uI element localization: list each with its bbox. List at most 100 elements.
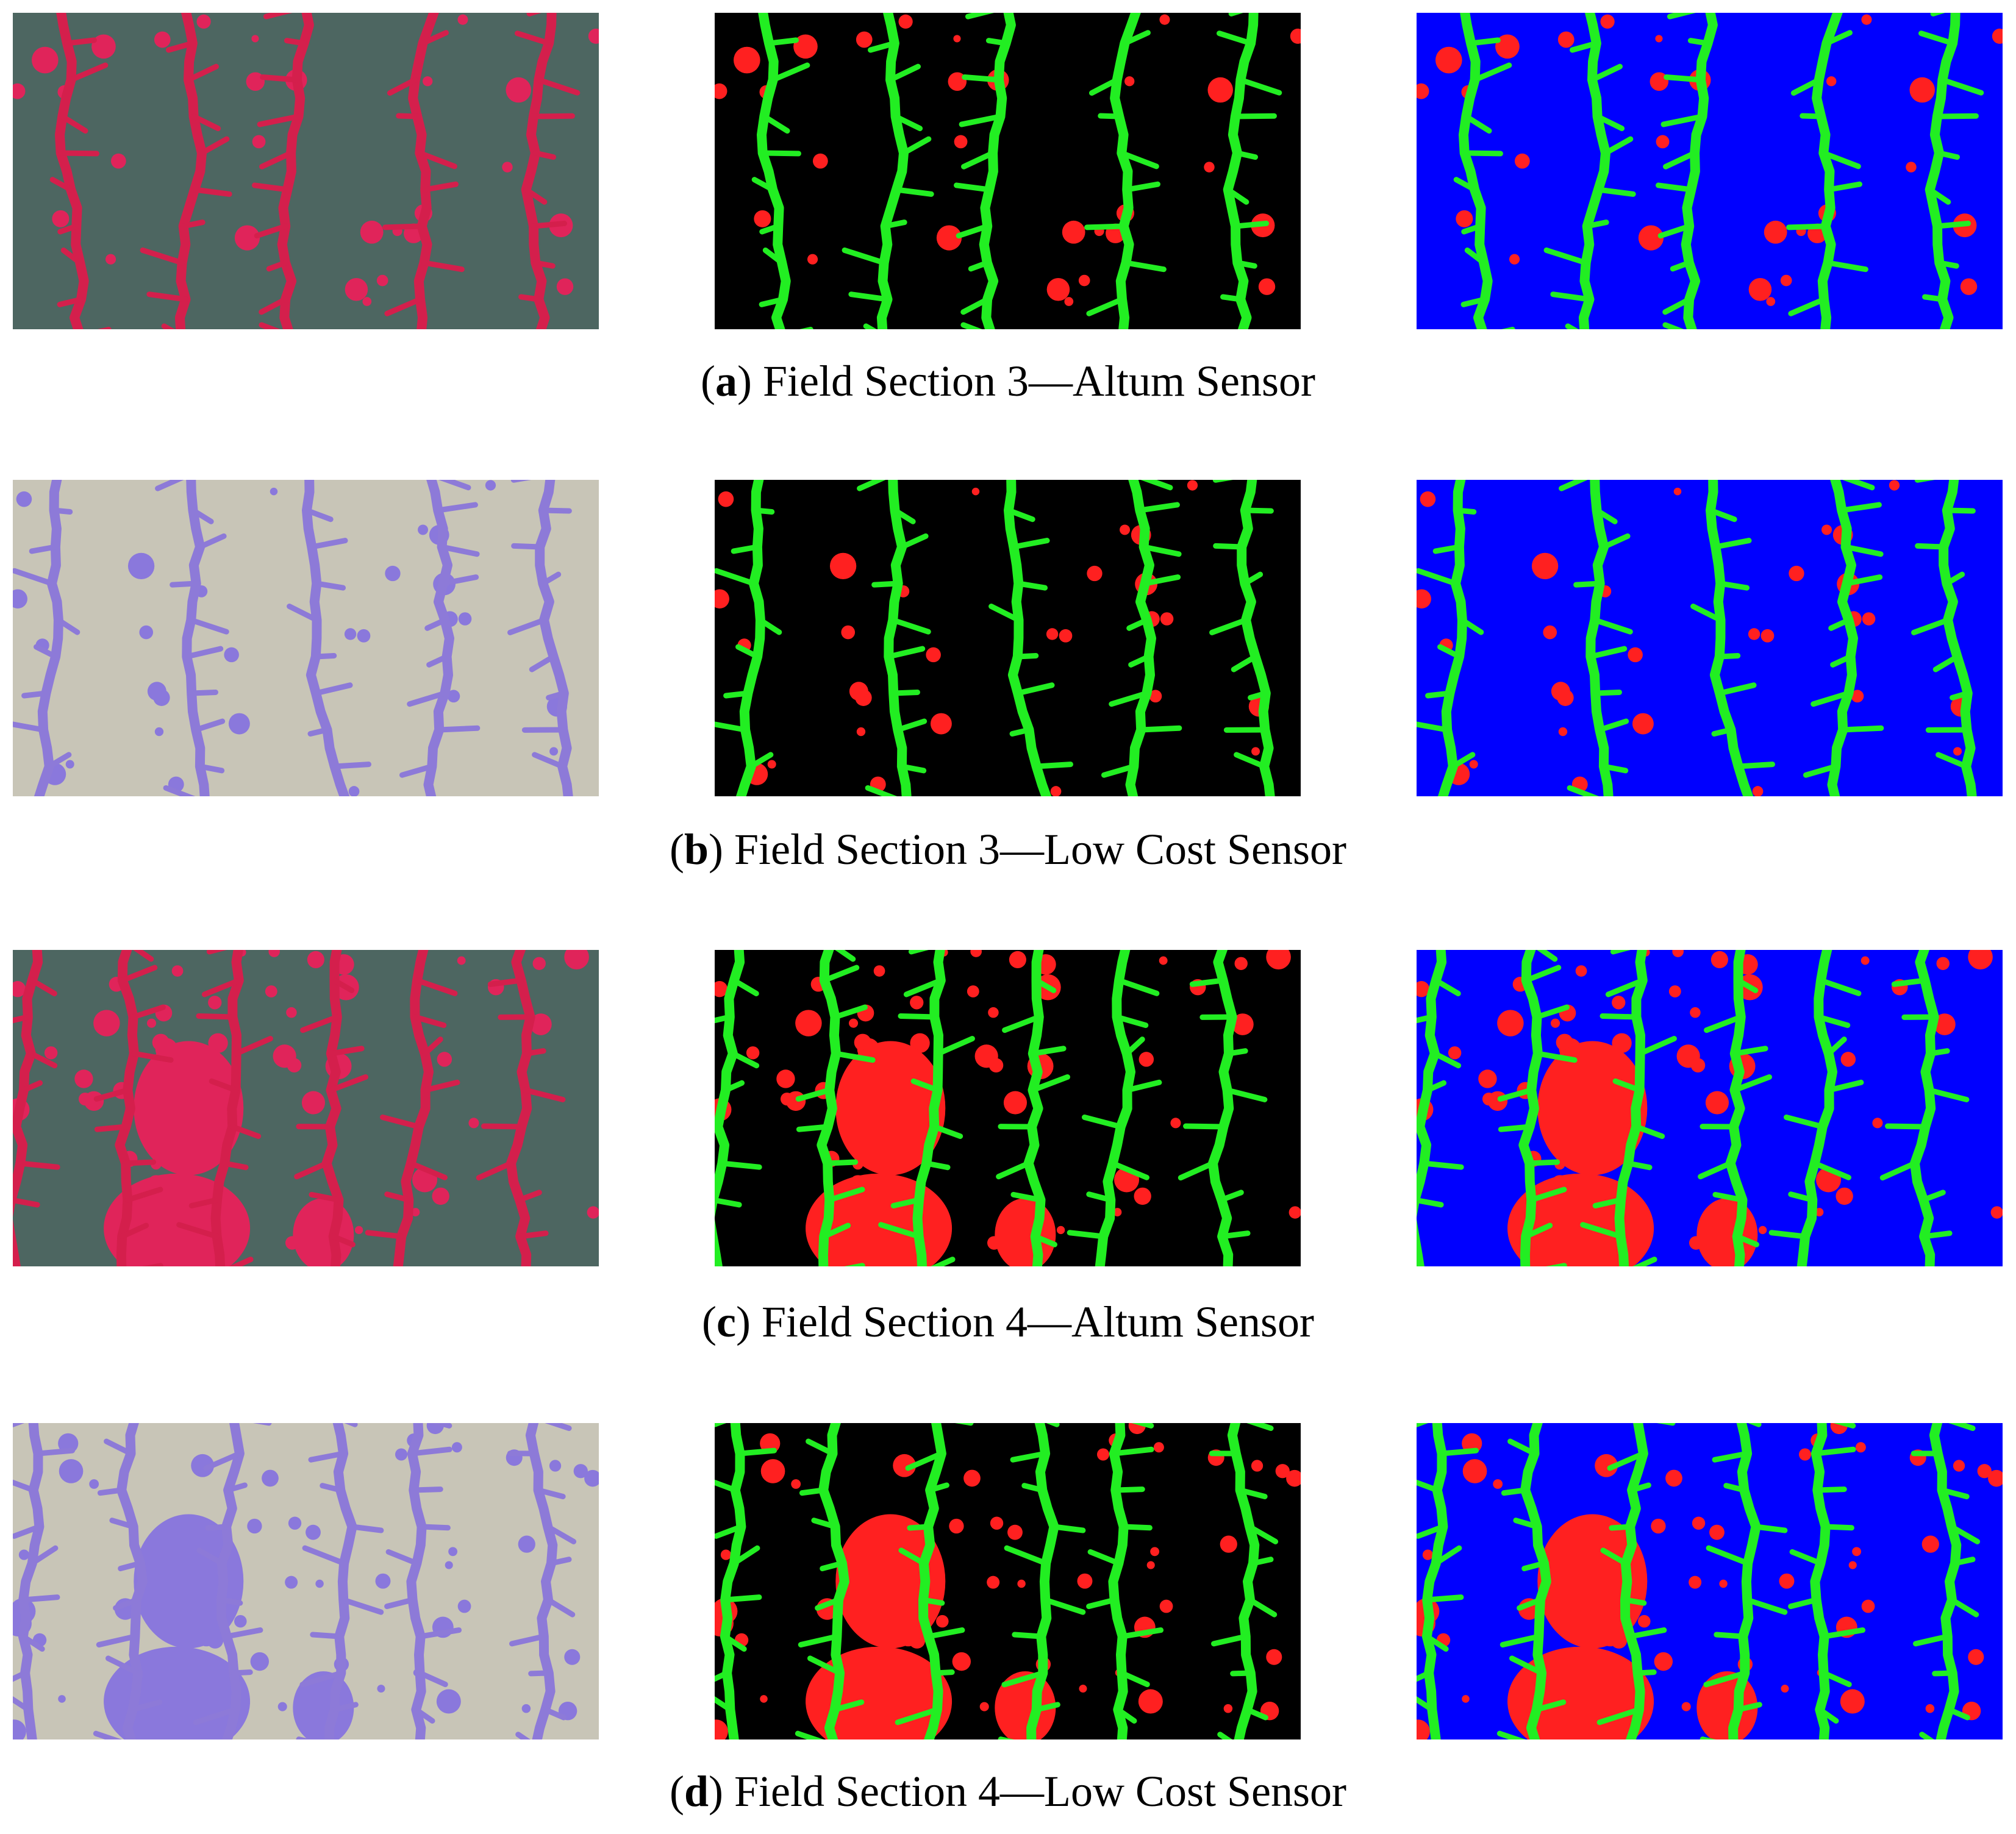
crop-leaf <box>229 1124 262 1140</box>
weed <box>1078 274 1090 287</box>
crop-row <box>182 480 210 796</box>
crop-leaf <box>181 219 206 229</box>
crop-leaf <box>155 480 184 491</box>
crop-leaf <box>420 30 449 46</box>
weed <box>1934 1013 1956 1035</box>
weed <box>893 1454 916 1477</box>
crop-leaf <box>515 30 552 46</box>
crop-leaf <box>953 182 992 193</box>
crop-leaf <box>737 1447 777 1457</box>
crop-leaf <box>715 721 748 733</box>
crop-leaf <box>1633 1124 1665 1140</box>
weed <box>530 1013 552 1035</box>
crop-leaf <box>799 1487 826 1496</box>
crop-leaf <box>1820 150 1861 169</box>
crop-leaf <box>1417 1197 1444 1208</box>
crop-row <box>1939 480 1977 796</box>
crop-leaf <box>1717 580 1750 591</box>
weed <box>1672 950 1684 957</box>
crop-leaf <box>1499 1633 1542 1648</box>
weed <box>1448 1046 1462 1060</box>
crop-leaf <box>1424 1594 1464 1603</box>
crop-leaf <box>1826 1037 1847 1057</box>
crop-leaf <box>166 40 196 53</box>
crop-leaf <box>848 291 890 302</box>
crop-leaf <box>762 247 785 266</box>
crop-leaf <box>753 507 775 515</box>
crop-leaf <box>1823 30 1853 46</box>
weed <box>287 1058 302 1072</box>
crop-leaf <box>824 1159 859 1166</box>
crop-leaf <box>1010 538 1050 550</box>
crop-leaf <box>542 1707 567 1721</box>
crop-row <box>918 1423 946 1739</box>
crop-leaf <box>1821 1670 1852 1688</box>
weed <box>1889 480 1900 491</box>
weed-patch <box>293 1198 354 1266</box>
weed <box>1050 786 1062 796</box>
crop-row <box>818 1423 849 1739</box>
crop-leaf <box>97 326 112 329</box>
weed <box>344 628 357 640</box>
crop-leaf <box>1600 1013 1639 1020</box>
weed <box>1417 589 1431 608</box>
crop-leaf <box>209 1078 239 1093</box>
crop-leaf <box>416 150 457 169</box>
crop-leaf <box>1687 38 1710 46</box>
crop-leaf <box>328 1046 365 1057</box>
crop-leaf <box>1440 944 1458 946</box>
panel-content <box>1417 13 2003 329</box>
crop-leaf <box>1211 1633 1249 1647</box>
weed <box>1968 1649 1984 1665</box>
crop-leaf <box>1826 181 1862 193</box>
weed <box>315 1579 324 1588</box>
crop-leaf <box>795 1087 832 1102</box>
weed <box>89 1479 99 1489</box>
crop-leaf <box>1046 1423 1060 1427</box>
crop-leaf <box>1843 544 1884 557</box>
weed-patch <box>1537 1514 1648 1649</box>
crop-leaf <box>1034 762 1074 769</box>
crop-leaf <box>761 113 790 134</box>
crop-leaf <box>1417 1014 1435 1024</box>
weed <box>1705 1091 1729 1115</box>
caption-letter: b <box>684 825 709 874</box>
crop-leaf <box>1573 580 1603 588</box>
crop-leaf <box>899 533 929 550</box>
crop-row <box>55 13 89 329</box>
crop-leaf <box>962 74 1002 83</box>
crop-leaf <box>1424 1633 1449 1652</box>
crop-leaf <box>1247 1597 1278 1618</box>
crop-row <box>324 1423 357 1739</box>
crop-leaf <box>408 1160 448 1180</box>
crop-leaf <box>57 296 84 307</box>
crop-leaf <box>438 480 471 491</box>
weed <box>348 786 360 796</box>
weed <box>1665 1469 1682 1487</box>
crop-leaf <box>1919 1732 1935 1739</box>
crop-row <box>720 1423 746 1739</box>
crop-leaf <box>193 718 226 733</box>
crop-leaf <box>892 507 916 524</box>
crop-leaf <box>1635 1669 1657 1676</box>
crop-leaf <box>1559 480 1588 491</box>
crop-leaf <box>693 1273 718 1279</box>
weed <box>1422 1549 1434 1560</box>
crop-leaf <box>1234 752 1267 769</box>
crop-leaf <box>270 468 309 474</box>
crop-leaf <box>1498 1124 1533 1132</box>
crop-leaf <box>1790 77 1822 96</box>
crop-leaf <box>1271 803 1287 810</box>
crop-leaf <box>968 260 990 272</box>
crop-leaf <box>1948 1423 1976 1431</box>
weed <box>1673 487 1682 496</box>
crop-leaf <box>1628 1627 1667 1640</box>
weed <box>502 162 513 173</box>
crop-leaf <box>517 1190 542 1203</box>
crop-leaf <box>1086 296 1125 316</box>
crop-row <box>1620 1423 1648 1739</box>
weed <box>588 28 599 44</box>
crop-leaf <box>1934 220 1971 229</box>
crop-leaf <box>930 1257 956 1266</box>
weed <box>1558 727 1568 737</box>
